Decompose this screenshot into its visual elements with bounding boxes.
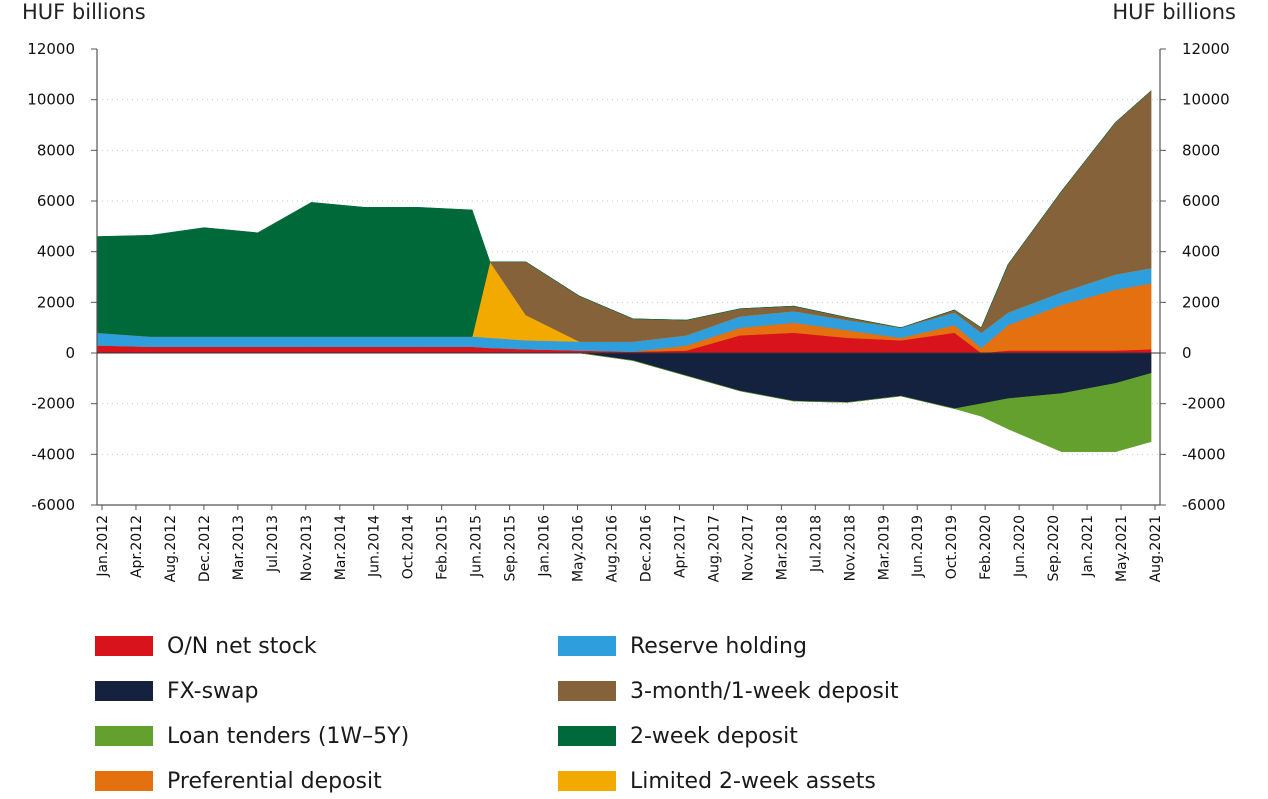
y-tick-label-right: 2000 bbox=[1182, 293, 1220, 311]
x-tick-label: Apr.2017 bbox=[673, 515, 689, 578]
x-tick-label: May.2021 bbox=[1114, 515, 1130, 582]
right-unit-label: HUF billions bbox=[1112, 0, 1236, 24]
plot-areas bbox=[96, 90, 1152, 453]
y-tick-label-left: 0 bbox=[65, 344, 75, 362]
x-tick-label: Dec.2016 bbox=[639, 515, 655, 582]
y-tick-label-left: 6000 bbox=[37, 192, 75, 210]
y-tick-label-right: -2000 bbox=[1182, 395, 1226, 413]
legend-swatch bbox=[95, 681, 153, 701]
y-tick-label-left: -4000 bbox=[31, 445, 75, 463]
axes bbox=[91, 48, 1166, 510]
x-tick-label: Aug.2017 bbox=[706, 515, 722, 582]
x-tick-label: Jul.2013 bbox=[265, 515, 281, 573]
x-tick-label: Jan.2016 bbox=[537, 515, 553, 578]
x-tick-label: Mar.2013 bbox=[231, 515, 247, 580]
y-tick-label-left: -6000 bbox=[31, 496, 75, 514]
x-tick-label: Jul.2018 bbox=[808, 515, 824, 573]
x-tick-label: Sep.2020 bbox=[1046, 515, 1062, 581]
x-tick-labels: Jan.2012 Apr.2012 Aug.2012 Dec.2012 Mar.2013… bbox=[95, 515, 1164, 583]
chart-canvas: HUF billions HUF billions 12000 12000 1000… bbox=[22, 0, 1236, 583]
x-tick-label: Nov.2018 bbox=[842, 515, 858, 581]
legend-label: Reserve holding bbox=[630, 633, 807, 659]
legend: O/N net stock FX-swap Loan tenders (1W–5… bbox=[95, 628, 1095, 794]
y-tick-label-right: 6000 bbox=[1182, 192, 1220, 210]
legend-swatch bbox=[95, 726, 153, 746]
y-tick-label-left: 10000 bbox=[27, 91, 75, 109]
y-tick-label-left: 12000 bbox=[27, 40, 75, 58]
y-tick-labels: 12000 12000 10000 10000 8000 8000 6000 6000 4000… bbox=[27, 40, 1229, 514]
left-unit-label: HUF billions bbox=[22, 0, 146, 24]
legend-item-preferential-deposit: Preferential deposit bbox=[95, 763, 382, 799]
x-tick-label: Jun.2014 bbox=[367, 515, 383, 578]
legend-label: FX-swap bbox=[167, 678, 259, 704]
legend-item-on-net-stock: O/N net stock bbox=[95, 628, 317, 664]
legend-label: Loan tenders (1W–5Y) bbox=[167, 723, 410, 749]
y-tick-label-left: 4000 bbox=[37, 243, 75, 261]
x-tick-label: Dec.2012 bbox=[197, 515, 213, 582]
legend-label: Limited 2-week assets bbox=[630, 768, 876, 794]
x-tick-label: Mar.2014 bbox=[333, 515, 349, 580]
x-tick-label: May.2016 bbox=[571, 515, 587, 582]
legend-label: 3-month/1-week deposit bbox=[630, 678, 899, 704]
area-fx-swap bbox=[97, 352, 1152, 409]
x-tick-label: Apr.2012 bbox=[129, 515, 145, 578]
x-tick-label: Jun.2019 bbox=[910, 515, 926, 578]
legend-swatch bbox=[558, 771, 616, 791]
x-tick-label: Oct.2014 bbox=[401, 515, 417, 579]
legend-swatch bbox=[95, 771, 153, 791]
x-tick-label: Feb.2015 bbox=[435, 515, 451, 580]
x-tick-label: Jun.2015 bbox=[469, 515, 485, 578]
y-tick-label-right: 12000 bbox=[1182, 40, 1230, 58]
legend-item-loan-tenders: Loan tenders (1W–5Y) bbox=[95, 718, 409, 754]
x-tick-label: Sep.2015 bbox=[503, 515, 519, 581]
x-tick-label: Aug.2012 bbox=[163, 515, 179, 582]
legend-item-reserve-holding: Reserve holding bbox=[558, 628, 807, 664]
legend-label: Preferential deposit bbox=[167, 768, 382, 794]
y-tick-label-left: 2000 bbox=[37, 293, 75, 311]
y-tick-label-right: -4000 bbox=[1182, 445, 1226, 463]
x-tick-label: Jan.2012 bbox=[95, 515, 111, 578]
area-2-week-deposit bbox=[96, 90, 1152, 337]
x-tick-label: Mar.2018 bbox=[774, 515, 790, 580]
legend-label: O/N net stock bbox=[167, 633, 317, 659]
x-tick-label: Jan.2021 bbox=[1080, 515, 1096, 578]
legend-swatch bbox=[95, 636, 153, 656]
y-tick-label-right: 10000 bbox=[1182, 91, 1230, 109]
y-tick-label-right: 4000 bbox=[1182, 243, 1220, 261]
y-tick-label-left: -2000 bbox=[31, 395, 75, 413]
legend-label: 2-week deposit bbox=[630, 723, 798, 749]
legend-item-2-week-deposit: 2-week deposit bbox=[558, 718, 798, 754]
legend-item-fx-swap: FX-swap bbox=[95, 673, 258, 709]
x-tick-label: Aug.2016 bbox=[605, 515, 621, 583]
legend-swatch bbox=[558, 636, 616, 656]
x-tick-label: Nov.2017 bbox=[740, 515, 756, 581]
x-tick-label: Nov.2013 bbox=[299, 515, 315, 581]
legend-item-3-month-deposit: 3-month/1-week deposit bbox=[558, 673, 899, 709]
x-tick-label: Aug.2021 bbox=[1148, 515, 1164, 582]
y-tick-label-left: 8000 bbox=[37, 141, 75, 159]
legend-swatch bbox=[558, 681, 616, 701]
y-tick-label-right: -6000 bbox=[1182, 496, 1226, 514]
x-tick-label: Mar.2019 bbox=[876, 515, 892, 580]
x-tick-label: Oct.2019 bbox=[944, 515, 960, 579]
legend-item-limited-2-week-assets: Limited 2-week assets bbox=[558, 763, 876, 799]
x-tick-label: Jun.2020 bbox=[1012, 515, 1028, 578]
x-tick-label: Feb.2020 bbox=[978, 515, 994, 580]
y-tick-label-right: 8000 bbox=[1182, 141, 1220, 159]
y-tick-label-right: 0 bbox=[1182, 344, 1192, 362]
legend-swatch bbox=[558, 726, 616, 746]
